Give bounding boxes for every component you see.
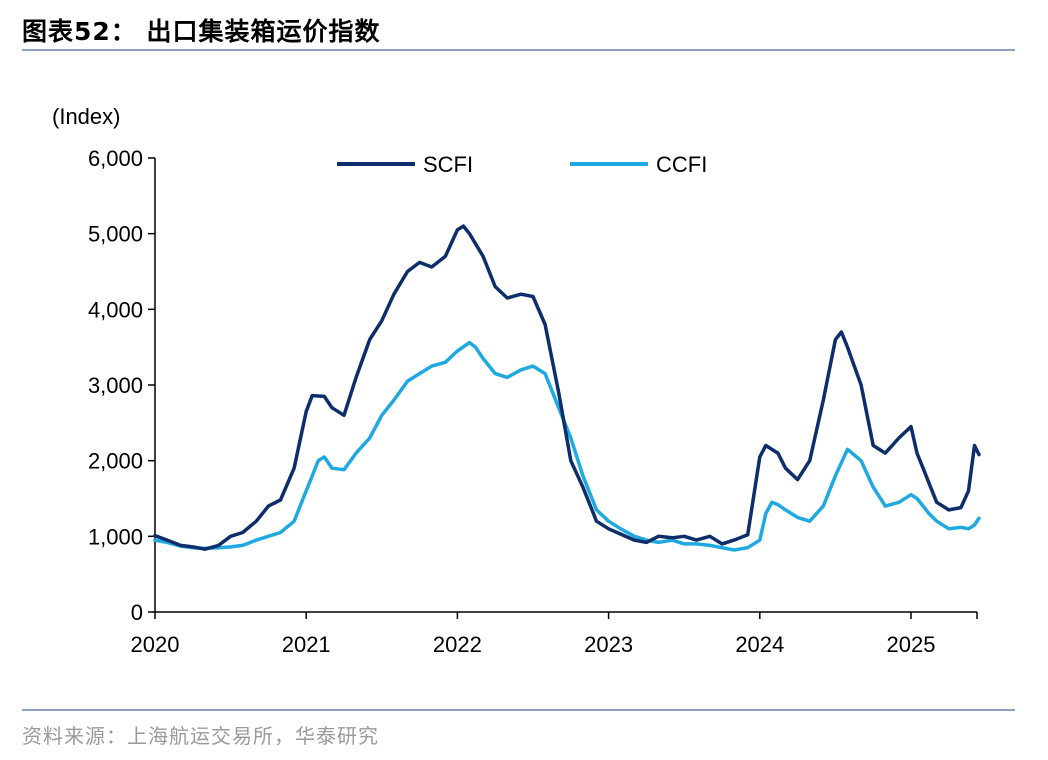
y-tick-label: 3,000 (88, 373, 143, 398)
bottom-divider (22, 709, 1015, 711)
figure-title: 图表52： 出口集装箱运价指数 (22, 17, 381, 46)
series-line-scfi (153, 224, 981, 551)
y-tick-label: 1,000 (88, 524, 143, 549)
top-divider (22, 49, 1015, 51)
x-tick-label: 2021 (282, 632, 331, 657)
axes (148, 157, 978, 619)
y-tick-label: 2,000 (88, 449, 143, 474)
source-note: 资料来源：上海航运交易所，华泰研究 (22, 724, 379, 748)
x-tick-labels: 2020 2021 2022 2023 2024 2025 (131, 632, 936, 657)
y-tick-label: 5,000 (88, 222, 143, 247)
series-lines (153, 224, 981, 552)
x-tick-label: 2023 (584, 632, 633, 657)
y-tick-label: 6,000 (88, 146, 143, 171)
y-tick-label: 0 (131, 600, 143, 625)
series-line-ccfi (153, 340, 981, 552)
y-axis-label: (Index) (52, 104, 120, 129)
y-tick-label: 4,000 (88, 297, 143, 322)
legend-label-ccfi: CCFI (656, 152, 707, 177)
y-tick-labels: 0 1,000 2,000 3,000 4,000 5,000 6,000 (88, 146, 143, 625)
legend-label-scfi: SCFI (423, 152, 473, 177)
legend: SCFI CCFI (337, 152, 707, 177)
x-tick-label: 2024 (735, 632, 784, 657)
x-tick-label: 2022 (433, 632, 482, 657)
x-tick-label: 2025 (887, 632, 936, 657)
x-tick-label: 2020 (131, 632, 180, 657)
